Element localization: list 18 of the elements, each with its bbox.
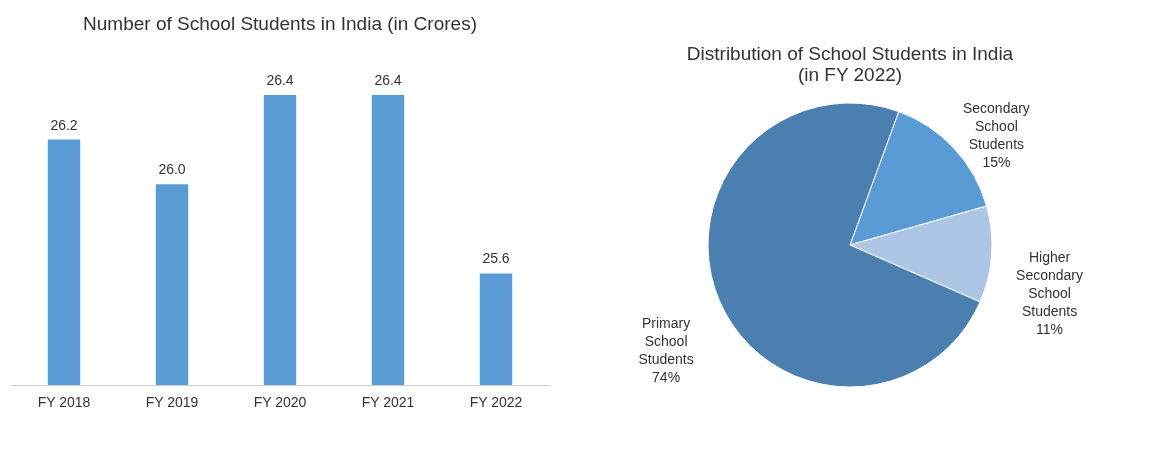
slice-label: Secondary School Students	[962, 99, 1030, 152]
x-tick-label: FY 2020	[253, 393, 307, 410]
x-tick-label: FY 2019	[145, 393, 199, 410]
slice-label: Primary School Students	[638, 314, 694, 367]
data-label: 26.4	[374, 72, 402, 88]
data-label: 26.2	[50, 116, 78, 133]
data-label: 26.0	[158, 161, 186, 178]
x-tick-label: FY 2022	[469, 393, 523, 410]
data-label: 74%	[652, 368, 681, 385]
x-tick-label: FY 2021	[361, 393, 415, 410]
chart-title: Number of School Students in India (in Crores)	[83, 13, 477, 34]
data-label: 25.6	[482, 250, 510, 267]
slice-label: Higher Secondary School Students	[1016, 249, 1084, 320]
chart-title: Distribution of School Students in India (in FY 2022)	[686, 43, 1014, 85]
data-label: 26.4	[266, 72, 294, 88]
data-label: 11%	[1036, 321, 1064, 338]
data-label: 15%	[982, 153, 1011, 170]
x-tick-label: FY 2018	[37, 393, 91, 410]
